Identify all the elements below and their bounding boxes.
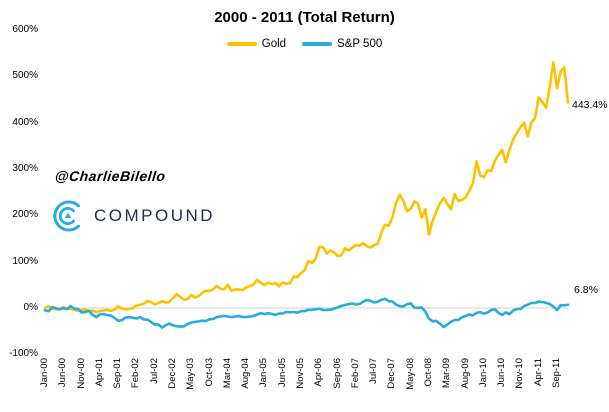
gold-line-swatch bbox=[226, 42, 257, 46]
x-tick-label: Apr-01 bbox=[93, 358, 105, 387]
y-tick-label: 300% bbox=[12, 163, 38, 174]
x-tick-label: Mar-09 bbox=[441, 358, 453, 389]
y-tick-label: 100% bbox=[12, 255, 38, 267]
x-tick-label: Jul-02 bbox=[148, 358, 160, 384]
x-tick-label: Oct-08 bbox=[423, 358, 435, 387]
y-tick-label: 500% bbox=[12, 70, 38, 82]
legend-item-sp500: S&P 500 bbox=[302, 38, 382, 50]
x-tick-label: Nov-00 bbox=[75, 358, 87, 389]
x-tick-label: Sep-11 bbox=[551, 358, 563, 388]
x-tick-label: Jun-00 bbox=[57, 358, 69, 388]
chart-title: 2000 - 2011 (Total Return) bbox=[214, 9, 395, 26]
x-tick-label: Mar-04 bbox=[221, 358, 233, 389]
compound-logo-icon bbox=[53, 200, 80, 232]
gold-line bbox=[43, 61, 570, 314]
x-tick-label: Sep-01 bbox=[112, 358, 124, 389]
sp500-end-value-label: 6.8% bbox=[574, 283, 598, 296]
x-tick-label: Nov-05 bbox=[295, 358, 306, 389]
x-tick-label: Apr-06 bbox=[313, 358, 325, 387]
x-tick-label: Aug-09 bbox=[459, 358, 471, 389]
x-tick-label: Jan-10 bbox=[477, 358, 489, 388]
x-tick-label: May-08 bbox=[404, 358, 416, 390]
x-tick-label: Nov-10 bbox=[514, 358, 526, 389]
x-tick-label: Sep-06 bbox=[331, 358, 343, 389]
x-tick-label: Jun-05 bbox=[276, 358, 288, 388]
x-tick-label: May-03 bbox=[185, 358, 197, 390]
legend-item-gold: Gold bbox=[226, 38, 287, 50]
x-tick-label: Feb-02 bbox=[130, 358, 142, 389]
x-tick-label: Oct-03 bbox=[203, 358, 215, 387]
sp500-line-swatch bbox=[302, 42, 333, 46]
y-tick-label: -100% bbox=[9, 348, 38, 360]
legend-label-sp500: S&P 500 bbox=[337, 38, 383, 50]
x-tick-label: Dec-07 bbox=[386, 358, 398, 389]
x-tick-label: Apr-11 bbox=[532, 358, 544, 386]
x-tick-label: Jul-07 bbox=[368, 358, 380, 384]
y-tick-label: 600% bbox=[12, 24, 38, 35]
x-tick-label: Jan-00 bbox=[39, 358, 50, 388]
y-tick-label: 400% bbox=[12, 116, 38, 128]
legend: Gold S&P 500 bbox=[0, 38, 609, 50]
x-tick-label: Jun-10 bbox=[496, 358, 508, 388]
sp500-line bbox=[43, 297, 570, 329]
x-tick-label: Dec-02 bbox=[167, 358, 178, 389]
compound-logo-text: COMPOUND bbox=[94, 206, 216, 225]
watermark-handle: @CharlieBilello bbox=[54, 168, 167, 184]
legend-label-gold: Gold bbox=[261, 38, 287, 50]
gold-end-value-label: 443.4% bbox=[572, 98, 608, 111]
compound-logo: COMPOUND bbox=[50, 198, 215, 234]
x-tick-label: Jan-05 bbox=[258, 358, 270, 388]
x-tick-label: Feb-07 bbox=[349, 358, 361, 389]
x-tick-label: Aug-04 bbox=[240, 358, 252, 389]
y-tick-label: 0% bbox=[23, 302, 38, 313]
y-tick-label: 200% bbox=[12, 209, 38, 221]
